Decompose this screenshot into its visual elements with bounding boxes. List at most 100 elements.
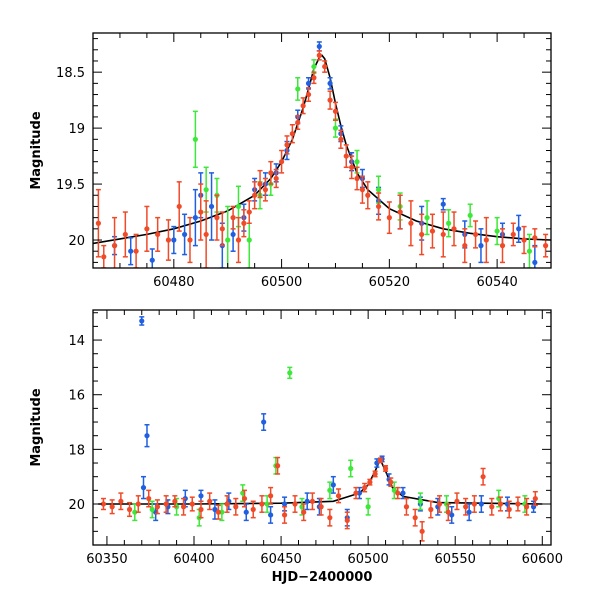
data-point xyxy=(454,492,460,511)
data-point xyxy=(274,456,281,475)
data-point xyxy=(198,500,204,519)
x-tick-label: 60400 xyxy=(173,552,214,567)
blue-series xyxy=(111,41,538,268)
data-point xyxy=(165,219,172,261)
plot-frame xyxy=(92,32,552,269)
x-tick-label: 60600 xyxy=(522,552,563,567)
x-axis-label: HJD−2400000 xyxy=(272,570,373,585)
data-point xyxy=(451,211,457,247)
x-tick-label: 60550 xyxy=(435,552,476,567)
data-point xyxy=(295,77,301,101)
data-point xyxy=(287,366,293,380)
data-point xyxy=(300,97,306,115)
model-curve xyxy=(93,54,551,245)
data-point xyxy=(198,183,204,241)
data-point xyxy=(391,481,397,500)
data-point xyxy=(462,228,468,264)
data-point xyxy=(478,228,484,264)
plot-area xyxy=(93,41,551,268)
data-point xyxy=(126,501,133,518)
data-point xyxy=(365,497,371,516)
data-point xyxy=(516,214,522,244)
data-point xyxy=(246,200,252,224)
data-point xyxy=(155,216,161,252)
data-point xyxy=(499,228,506,264)
data-point xyxy=(146,489,152,508)
data-point xyxy=(292,495,298,513)
data-point xyxy=(176,181,182,232)
data-point xyxy=(101,244,107,268)
data-point xyxy=(281,505,288,524)
data-point xyxy=(154,499,161,515)
data-point xyxy=(330,475,336,494)
data-point xyxy=(309,492,316,511)
data-point xyxy=(230,205,236,230)
data-point xyxy=(365,181,371,210)
data-point xyxy=(235,216,242,264)
data-point xyxy=(440,211,446,258)
data-point xyxy=(322,60,328,73)
y-tick-label: 19.5 xyxy=(56,178,85,193)
data-point xyxy=(273,168,279,189)
data-point xyxy=(526,233,533,268)
data-point xyxy=(424,200,430,236)
y-tick-label: 20 xyxy=(68,498,85,513)
data-point xyxy=(417,492,423,511)
data-point xyxy=(189,496,195,512)
data-point xyxy=(180,497,187,516)
data-point xyxy=(208,172,215,241)
data-point xyxy=(144,424,150,448)
data-point xyxy=(207,492,213,511)
data-point xyxy=(192,110,198,169)
data-point xyxy=(233,497,239,516)
data-point xyxy=(139,316,145,326)
data-point xyxy=(144,205,150,252)
data-point xyxy=(261,413,267,431)
data-point xyxy=(382,465,389,472)
data-point xyxy=(463,497,469,516)
data-point xyxy=(532,244,538,268)
data-point xyxy=(449,505,455,524)
data-point xyxy=(163,495,169,513)
data-point xyxy=(510,222,516,247)
data-point xyxy=(95,188,101,258)
data-point xyxy=(359,175,366,204)
x-tick-label: 60480 xyxy=(153,275,194,290)
data-point xyxy=(472,220,479,249)
data-point xyxy=(429,213,436,249)
data-point xyxy=(543,233,549,258)
data-point xyxy=(214,194,220,241)
data-point xyxy=(171,225,177,255)
x-tick-label: 60500 xyxy=(347,552,388,567)
data-point xyxy=(135,495,141,513)
data-point xyxy=(219,211,225,247)
full-light-curve-panel: 60350 60400 60450 60500 60550 60600 14 16 18 20 Ma… xyxy=(29,309,563,585)
data-point xyxy=(524,497,530,516)
data-point xyxy=(471,495,477,513)
data-point xyxy=(268,160,274,185)
data-point xyxy=(332,118,339,138)
data-point xyxy=(428,500,434,519)
data-point xyxy=(489,497,495,516)
data-point xyxy=(395,486,401,500)
data-point xyxy=(203,200,209,268)
data-point xyxy=(268,486,274,505)
y-axis-label: Magnitude xyxy=(29,111,44,190)
data-point xyxy=(343,144,349,169)
data-point xyxy=(316,50,322,61)
data-point xyxy=(494,216,500,246)
data-point xyxy=(515,496,521,512)
data-point xyxy=(335,488,342,504)
data-point xyxy=(316,41,322,52)
data-point xyxy=(252,181,258,210)
data-point xyxy=(419,213,425,256)
model-curve xyxy=(98,457,543,505)
data-point xyxy=(327,77,333,90)
data-point xyxy=(192,188,198,247)
y-axis-label: Magnitude xyxy=(29,388,44,467)
data-point xyxy=(506,500,512,519)
data-point xyxy=(305,87,312,103)
data-point xyxy=(412,508,418,527)
data-point xyxy=(318,497,324,516)
data-point xyxy=(212,499,218,520)
